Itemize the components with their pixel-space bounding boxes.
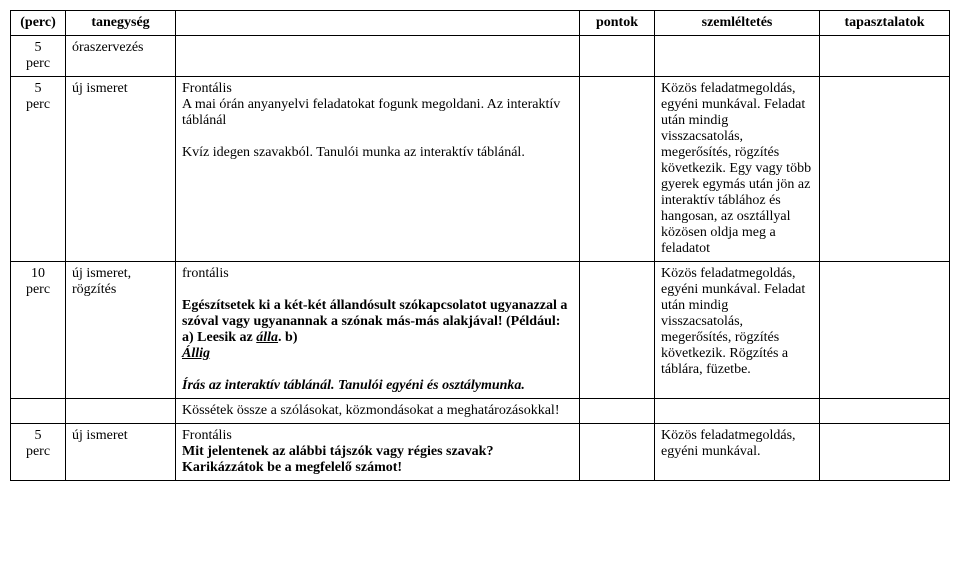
cell-szemleltetes: Közös feladatmegoldás, egyéni munkával. …: [655, 77, 820, 262]
header-pontok: pontok: [580, 11, 655, 36]
perc-unit: perc: [26, 282, 50, 297]
table-row: Kössétek össze a szólásokat, közmondások…: [11, 399, 950, 424]
cell-main: Kössétek össze a szólásokat, közmondások…: [176, 399, 580, 424]
perc-unit: perc: [26, 97, 50, 112]
table-row: 10 perc új ismeret, rögzítés frontális E…: [11, 262, 950, 399]
cell-pontok: [580, 36, 655, 77]
table-row: 5 perc új ismeret Frontális A mai órán a…: [11, 77, 950, 262]
cell-tapasztalatok: [820, 424, 950, 481]
cell-pontok: [580, 262, 655, 399]
cell-perc: 5 perc: [11, 424, 66, 481]
cell-perc: [11, 399, 66, 424]
cell-perc: 5 perc: [11, 36, 66, 77]
cell-tapasztalatok: [820, 77, 950, 262]
cell-tanegyseg: óraszervezés: [66, 36, 176, 77]
main-line1: Frontális: [182, 428, 573, 444]
cell-pontok: [580, 399, 655, 424]
perc-value: 10: [31, 266, 45, 281]
text-part: Egészítsetek ki a két-két állandósult sz…: [182, 298, 567, 345]
perc-value: 5: [35, 428, 42, 443]
cell-szemleltetes: Közös feladatmegoldás, egyéni munkával. …: [655, 262, 820, 399]
cell-tapasztalatok: [820, 399, 950, 424]
header-tapasztalatok: tapasztalatok: [820, 11, 950, 36]
cell-tanegyseg: [66, 399, 176, 424]
text-allig: Állig: [182, 346, 210, 361]
lesson-plan-table: (perc) tanegység pontok szemléltetés tap…: [10, 10, 950, 481]
cell-main: [176, 36, 580, 77]
main-line3: Kvíz idegen szavakból. Tanulói munka az …: [182, 145, 573, 161]
cell-tapasztalatok: [820, 262, 950, 399]
header-main: [176, 11, 580, 36]
cell-perc: 5 perc: [11, 77, 66, 262]
cell-szemleltetes: Közös feladatmegoldás, egyéni munkával.: [655, 424, 820, 481]
header-perc: (perc): [11, 11, 66, 36]
cell-tanegyseg: új ismeret, rögzítés: [66, 262, 176, 399]
main-line2: A mai órán anyanyelvi feladatokat fogunk…: [182, 97, 573, 129]
main-line2: Mit jelentenek az alábbi tájszók vagy ré…: [182, 444, 573, 476]
main-paragraph: Egészítsetek ki a két-két állandósult sz…: [182, 298, 573, 362]
cell-pontok: [580, 424, 655, 481]
cell-szemleltetes: [655, 399, 820, 424]
perc-value: 5: [35, 40, 42, 55]
main-p2: Írás az interaktív táblánál. Tanulói egy…: [182, 378, 573, 394]
cell-main: frontális Egészítsetek ki a két-két álla…: [176, 262, 580, 399]
cell-main: Frontális Mit jelentenek az alábbi tájsz…: [176, 424, 580, 481]
text-part: . b): [278, 330, 297, 345]
cell-perc: 10 perc: [11, 262, 66, 399]
perc-value: 5: [35, 81, 42, 96]
cell-main: Frontális A mai órán anyanyelvi feladato…: [176, 77, 580, 262]
main-line1: Frontális: [182, 81, 573, 97]
cell-szemleltetes: [655, 36, 820, 77]
header-szemleltetes: szemléltetés: [655, 11, 820, 36]
perc-unit: perc: [26, 56, 50, 71]
header-row: (perc) tanegység pontok szemléltetés tap…: [11, 11, 950, 36]
perc-unit: perc: [26, 444, 50, 459]
header-tanegyseg: tanegység: [66, 11, 176, 36]
text-alla: álla: [256, 330, 278, 345]
cell-tanegyseg: új ismeret: [66, 77, 176, 262]
table-row: 5 perc új ismeret Frontális Mit jelenten…: [11, 424, 950, 481]
cell-tanegyseg: új ismeret: [66, 424, 176, 481]
cell-pontok: [580, 77, 655, 262]
cell-tapasztalatok: [820, 36, 950, 77]
main-head: frontális: [182, 266, 573, 282]
table-row: 5 perc óraszervezés: [11, 36, 950, 77]
